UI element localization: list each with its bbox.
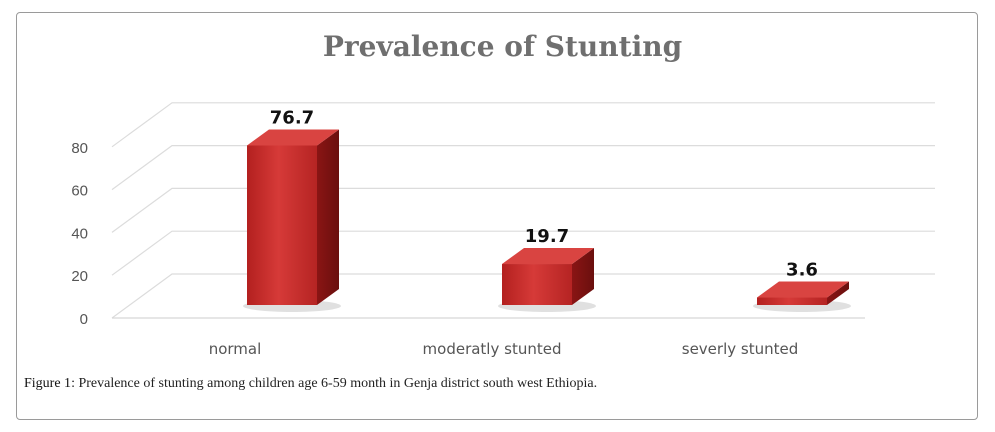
y-tick-label: 20 <box>71 268 88 285</box>
y-tick-label: 80 <box>71 140 88 157</box>
gridline <box>111 145 935 191</box>
y-tick-label: 60 <box>71 183 88 200</box>
y-tick-label: 40 <box>71 225 88 242</box>
bar-top <box>247 129 339 146</box>
gridline <box>111 230 935 276</box>
caption-text: : Prevalence of stunting among children … <box>71 376 598 391</box>
gridline <box>111 187 935 233</box>
data-label: 19.7 <box>525 226 569 247</box>
chart-title: Prevalence of Stunting <box>322 30 683 63</box>
gridline <box>111 273 935 319</box>
bar-top <box>757 281 849 298</box>
bar-side <box>827 281 849 305</box>
x-tick-label: normal <box>209 340 262 358</box>
data-label: 3.6 <box>786 260 818 281</box>
figure-frame <box>16 12 978 420</box>
bar <box>247 145 317 305</box>
bar-side <box>572 248 594 305</box>
bar-top <box>502 248 594 265</box>
data-label: 76.7 <box>270 107 314 128</box>
bar <box>502 264 572 305</box>
gridline <box>111 102 935 148</box>
x-tick-label: severly stunted <box>682 340 798 358</box>
figure-caption: Figure 1: Prevalence of stunting among c… <box>24 376 597 392</box>
bar-side <box>317 129 339 305</box>
figure-label: Figure 1 <box>24 376 72 391</box>
x-tick-label: moderatly stunted <box>423 340 562 358</box>
y-tick-label: 0 <box>80 311 88 328</box>
bar <box>757 297 827 305</box>
